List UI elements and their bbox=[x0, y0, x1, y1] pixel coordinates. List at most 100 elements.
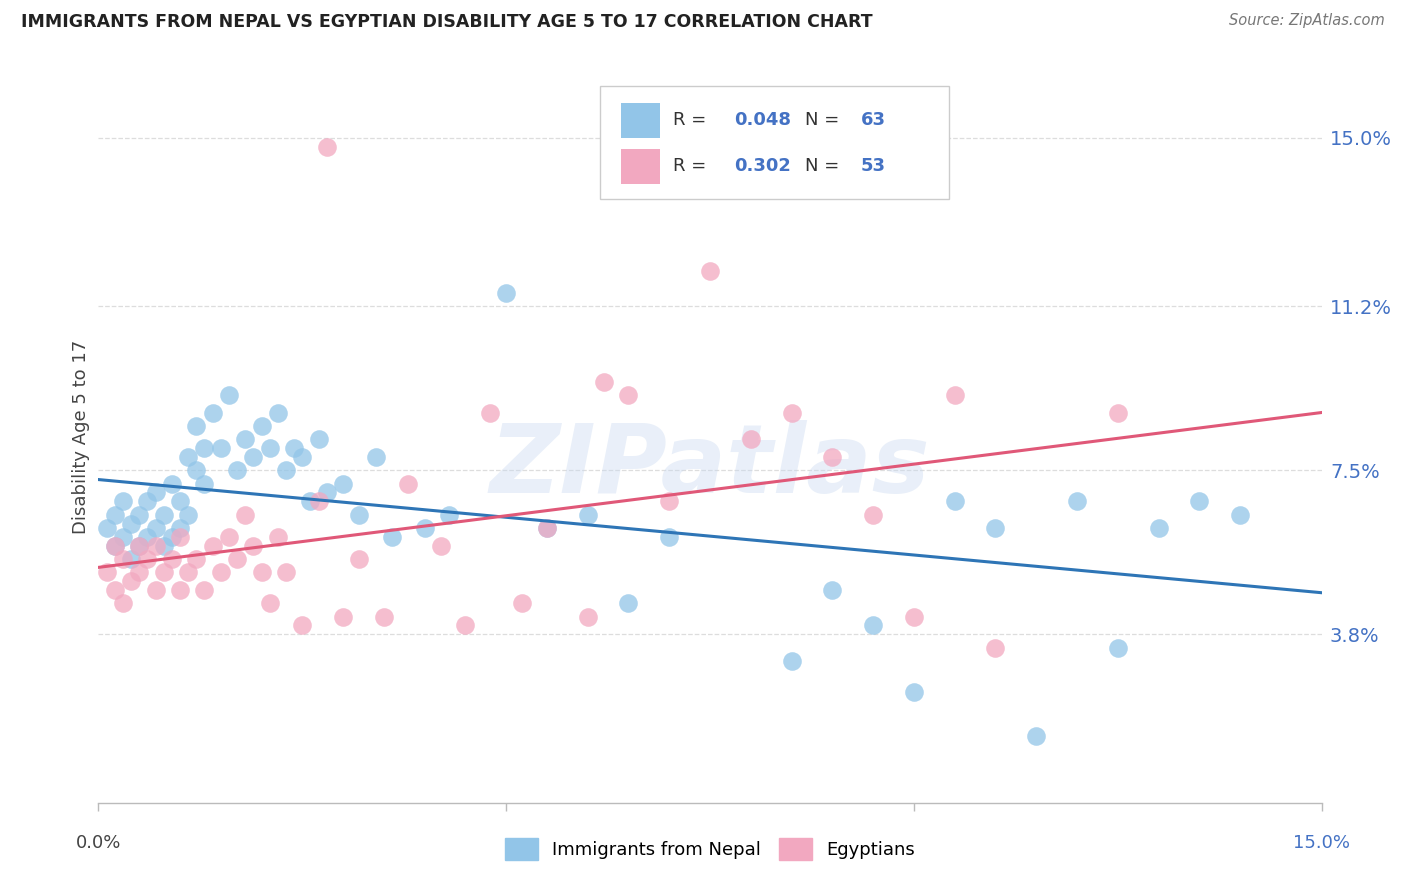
Text: Source: ZipAtlas.com: Source: ZipAtlas.com bbox=[1229, 13, 1385, 29]
Text: ZIPatlas: ZIPatlas bbox=[489, 420, 931, 513]
Point bbox=[1066, 494, 1088, 508]
Point bbox=[152, 539, 174, 553]
Point bbox=[984, 521, 1007, 535]
Point bbox=[128, 539, 150, 553]
Point bbox=[96, 521, 118, 535]
Point bbox=[396, 476, 419, 491]
Point bbox=[364, 450, 387, 464]
Point bbox=[1188, 494, 1211, 508]
Point bbox=[780, 406, 803, 420]
Point bbox=[193, 582, 215, 597]
Point bbox=[145, 521, 167, 535]
Point bbox=[193, 441, 215, 455]
Point bbox=[308, 494, 330, 508]
Point bbox=[658, 530, 681, 544]
Point bbox=[111, 596, 134, 610]
Point bbox=[862, 508, 884, 522]
Point bbox=[274, 463, 297, 477]
Point bbox=[177, 508, 200, 522]
Point bbox=[259, 441, 281, 455]
Point bbox=[111, 552, 134, 566]
Point bbox=[821, 450, 844, 464]
Point bbox=[291, 450, 314, 464]
Point bbox=[201, 539, 224, 553]
Point bbox=[308, 432, 330, 446]
Point bbox=[478, 406, 501, 420]
Point bbox=[349, 508, 371, 522]
Point bbox=[536, 521, 558, 535]
Point bbox=[128, 539, 150, 553]
Point bbox=[274, 566, 297, 580]
Text: 15.0%: 15.0% bbox=[1294, 834, 1350, 852]
Point bbox=[136, 530, 159, 544]
Point bbox=[226, 552, 249, 566]
Point bbox=[903, 685, 925, 699]
Point bbox=[145, 539, 167, 553]
Text: 63: 63 bbox=[860, 112, 886, 129]
Point bbox=[201, 406, 224, 420]
Point bbox=[576, 508, 599, 522]
Point bbox=[104, 539, 127, 553]
Point bbox=[250, 566, 273, 580]
Point bbox=[1025, 729, 1047, 743]
Point bbox=[218, 530, 240, 544]
Point bbox=[267, 406, 290, 420]
Text: 0.048: 0.048 bbox=[734, 112, 792, 129]
Point bbox=[903, 609, 925, 624]
Point bbox=[233, 508, 256, 522]
Point bbox=[291, 618, 314, 632]
Point bbox=[128, 508, 150, 522]
Point bbox=[437, 508, 460, 522]
Point bbox=[299, 494, 322, 508]
Point bbox=[160, 530, 183, 544]
Point bbox=[186, 419, 208, 434]
Point bbox=[349, 552, 371, 566]
Point bbox=[373, 609, 395, 624]
Point bbox=[152, 508, 174, 522]
Point bbox=[943, 494, 966, 508]
FancyBboxPatch shape bbox=[620, 149, 659, 184]
Point bbox=[233, 432, 256, 446]
Point bbox=[169, 530, 191, 544]
Point bbox=[593, 375, 616, 389]
Point bbox=[381, 530, 404, 544]
Point bbox=[658, 494, 681, 508]
Point bbox=[821, 582, 844, 597]
Point bbox=[186, 463, 208, 477]
Point bbox=[111, 494, 134, 508]
Point bbox=[1147, 521, 1170, 535]
FancyBboxPatch shape bbox=[620, 103, 659, 138]
Point bbox=[145, 485, 167, 500]
Point bbox=[862, 618, 884, 632]
Point bbox=[218, 388, 240, 402]
Text: 0.302: 0.302 bbox=[734, 158, 792, 176]
Point bbox=[740, 432, 762, 446]
Point bbox=[1107, 406, 1129, 420]
Y-axis label: Disability Age 5 to 17: Disability Age 5 to 17 bbox=[72, 340, 90, 534]
Point bbox=[193, 476, 215, 491]
Point bbox=[104, 508, 127, 522]
Text: 0.0%: 0.0% bbox=[76, 834, 121, 852]
Point bbox=[120, 552, 142, 566]
Point bbox=[177, 566, 200, 580]
FancyBboxPatch shape bbox=[600, 86, 949, 200]
Point bbox=[315, 485, 337, 500]
Point bbox=[209, 566, 232, 580]
Point bbox=[136, 552, 159, 566]
Point bbox=[128, 566, 150, 580]
Point bbox=[699, 264, 721, 278]
Point bbox=[96, 566, 118, 580]
Point bbox=[169, 494, 191, 508]
Point bbox=[413, 521, 436, 535]
Point bbox=[943, 388, 966, 402]
Point bbox=[226, 463, 249, 477]
Point bbox=[120, 574, 142, 589]
Point bbox=[617, 388, 640, 402]
Point bbox=[120, 516, 142, 531]
Point bbox=[780, 654, 803, 668]
Text: R =: R = bbox=[673, 158, 713, 176]
Point bbox=[536, 521, 558, 535]
Point bbox=[104, 582, 127, 597]
Text: N =: N = bbox=[806, 158, 845, 176]
Point bbox=[283, 441, 305, 455]
